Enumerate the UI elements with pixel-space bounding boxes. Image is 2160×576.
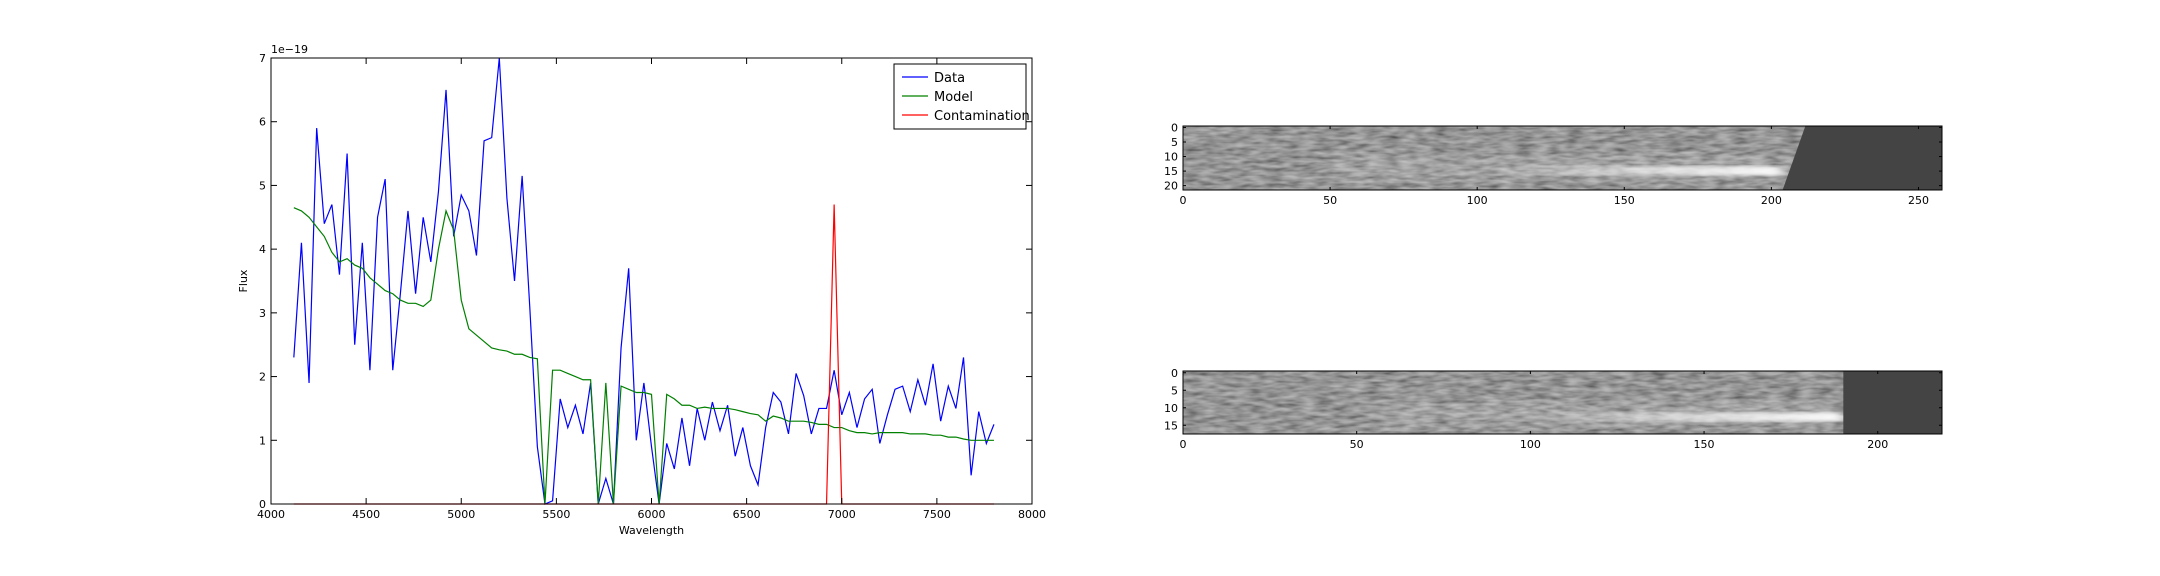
empty-region <box>1782 126 1942 190</box>
y-tick-label: 5 <box>259 179 266 192</box>
x-tick-label: 8000 <box>1018 508 1046 521</box>
legend-label: Contamination <box>934 109 1030 124</box>
empty-region <box>1843 371 1942 434</box>
y-axis-label: Flux <box>237 269 250 292</box>
x-tick-label: 200 <box>1867 438 1888 451</box>
x-tick-label: 0 <box>1180 194 1187 207</box>
y-tick-label: 10 <box>1164 402 1178 415</box>
x-tick-label: 100 <box>1520 438 1541 451</box>
x-tick-label: 5000 <box>447 508 475 521</box>
axes-frame <box>270 57 1033 505</box>
series-line <box>293 57 995 505</box>
y-tick-label: 0 <box>1171 367 1178 380</box>
x-tick-label: 6500 <box>733 508 761 521</box>
axes-frame <box>1182 370 1943 435</box>
x-tick-label: 0 <box>1180 438 1187 451</box>
legend-label: Data <box>934 71 965 86</box>
x-tick-label: 4500 <box>352 508 380 521</box>
legend-label: Model <box>934 90 973 105</box>
spectral-trace <box>1486 166 1783 176</box>
y-tick-label: 0 <box>259 498 266 511</box>
x-tick-label: 150 <box>1614 194 1635 207</box>
x-tick-label: 200 <box>1761 194 1782 207</box>
y-tick-label: 0 <box>1171 121 1178 134</box>
y-tick-label: 10 <box>1164 151 1178 164</box>
x-tick-label: 100 <box>1467 194 1488 207</box>
image-panel <box>1183 371 1942 434</box>
y-tick-label: 6 <box>259 116 266 129</box>
y-tick-label: 4 <box>259 243 266 256</box>
axes-frame <box>1182 125 1943 191</box>
y-offset-label: 1e−19 <box>271 43 308 56</box>
y-tick-label: 1 <box>259 434 266 447</box>
x-tick-label: 4000 <box>257 508 285 521</box>
spectral-trace <box>1524 412 1844 422</box>
y-tick-label: 3 <box>259 307 266 320</box>
x-tick-label: 6000 <box>638 508 666 521</box>
x-tick-label: 7500 <box>923 508 951 521</box>
y-tick-label: 5 <box>1171 136 1178 149</box>
series-line <box>293 204 994 505</box>
y-tick-label: 2 <box>259 371 266 384</box>
y-tick-label: 5 <box>1171 384 1178 397</box>
x-axis-label: Wavelength <box>619 524 684 537</box>
x-tick-label: 7000 <box>828 508 856 521</box>
x-tick-label: 5500 <box>542 508 570 521</box>
y-tick-label: 7 <box>259 52 266 65</box>
x-tick-label: 50 <box>1350 438 1364 451</box>
image-panel <box>1183 126 1942 190</box>
series-line <box>293 207 994 505</box>
x-tick-label: 50 <box>1323 194 1337 207</box>
y-tick-label: 20 <box>1164 180 1178 193</box>
x-tick-label: 150 <box>1694 438 1715 451</box>
y-tick-label: 15 <box>1164 165 1178 178</box>
x-tick-label: 250 <box>1908 194 1929 207</box>
y-tick-label: 15 <box>1164 419 1178 432</box>
